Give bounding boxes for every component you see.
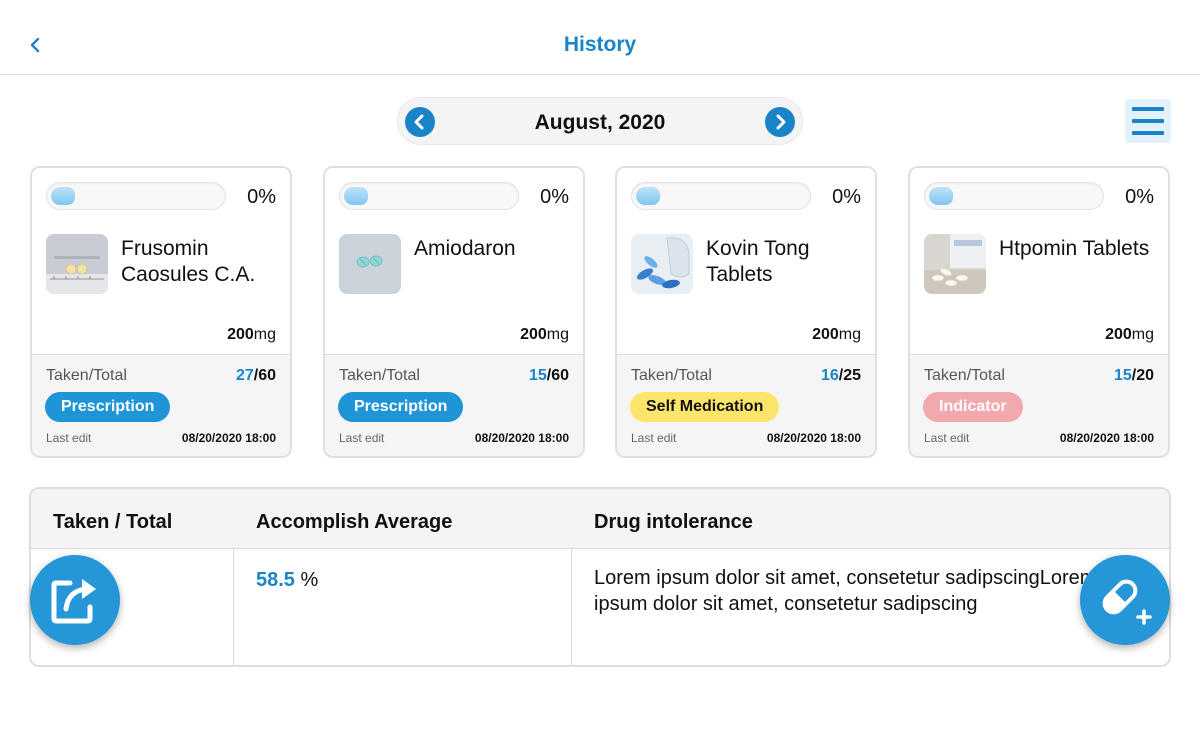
- last-edit-label: Last edit: [924, 431, 970, 445]
- taken-total-label: Taken/Total: [339, 367, 420, 384]
- next-month-button[interactable]: [765, 107, 795, 137]
- month-selector: August, 2020: [397, 97, 803, 145]
- progress-bar: [631, 182, 811, 210]
- card-bottom: Taken/Total 15/60 Prescription Last edit…: [325, 354, 583, 456]
- last-edit-value: 08/20/2020 18:00: [474, 431, 569, 445]
- header-taken-total: Taken / Total: [53, 511, 173, 533]
- last-edit-value: 08/20/2020 18:00: [1059, 431, 1154, 445]
- medication-image: [339, 234, 401, 294]
- medication-name: Frusomin Caosules C.A.: [121, 237, 256, 286]
- prev-month-button[interactable]: [405, 107, 435, 137]
- taken-total-value: 27/60: [235, 367, 276, 384]
- progress-fill: [51, 187, 75, 205]
- summary-header: Taken / Total Accomplish Average Drug in…: [31, 489, 1169, 549]
- hamburger-menu-icon: [1132, 131, 1164, 135]
- page-title: History: [563, 33, 637, 56]
- add-medication-button[interactable]: [1080, 555, 1170, 645]
- app-header: History: [0, 0, 1200, 75]
- back-button[interactable]: [24, 30, 46, 60]
- hamburger-menu-icon: [1132, 107, 1164, 111]
- taken-total-value: 15/60: [528, 367, 569, 384]
- medication-image: [46, 234, 108, 294]
- progress-fill: [636, 187, 660, 205]
- accomplish-average-value: 58.5 %: [256, 569, 319, 591]
- medication-card[interactable]: 0% Htpomin Tablets 200mg Taken/Total 15/…: [908, 166, 1170, 458]
- add-medication-icon: [1102, 579, 1152, 625]
- progress-percent: 0%: [247, 186, 276, 208]
- summary-table: Taken / Total Accomplish Average Drug in…: [29, 487, 1171, 667]
- chevron-right-icon: [776, 114, 786, 130]
- header-drug-intolerance: Drug intolerance: [594, 511, 753, 533]
- type-badge[interactable]: Self Medication: [630, 392, 780, 422]
- medication-name: Amiodaron: [414, 237, 516, 260]
- card-bottom: Taken/Total 16/25 Self Medication Last e…: [617, 354, 875, 456]
- medication-name: Kovin Tong Tablets: [706, 237, 810, 286]
- menu-button[interactable]: [1125, 99, 1171, 143]
- dose: 200mg: [1105, 326, 1154, 343]
- type-badge[interactable]: Prescription: [338, 392, 464, 422]
- medication-image: [631, 234, 693, 294]
- type-badge[interactable]: Prescription: [45, 392, 171, 422]
- column-divider: [233, 549, 234, 665]
- progress-bar: [924, 182, 1104, 210]
- taken-total-label: Taken/Total: [631, 367, 712, 384]
- card-top: 0% Frusomin Caosules C.A. 200mg: [32, 168, 290, 354]
- last-edit-value: 08/20/2020 18:00: [766, 431, 861, 445]
- month-label: August, 2020: [534, 111, 666, 134]
- medication-image: [924, 234, 986, 294]
- drug-intolerance-text: Lorem ipsum dolor sit amet, consetetur s…: [594, 567, 1097, 615]
- progress-bar: [46, 182, 226, 210]
- progress-bar: [339, 182, 519, 210]
- progress-percent: 0%: [540, 186, 569, 208]
- progress-fill: [344, 187, 368, 205]
- last-edit-value: 08/20/2020 18:00: [181, 431, 276, 445]
- dose: 200mg: [227, 326, 276, 343]
- chevron-left-icon: [30, 37, 40, 53]
- taken-total-value: 16/25: [820, 367, 861, 384]
- progress-fill: [929, 187, 953, 205]
- type-badge[interactable]: Indicator: [923, 392, 1023, 422]
- progress-percent: 0%: [1125, 186, 1154, 208]
- medication-card[interactable]: 0% Kovin Tong Tablets 200mg Taken/Total …: [615, 166, 877, 458]
- taken-total-value: 15/20: [1113, 367, 1154, 384]
- last-edit-label: Last edit: [631, 431, 677, 445]
- share-button[interactable]: [30, 555, 120, 645]
- chevron-left-icon: [414, 114, 424, 130]
- medication-card[interactable]: 0% Frusomin Caosules C.A. 200mg Taken/To…: [30, 166, 292, 458]
- hamburger-menu-icon: [1132, 119, 1164, 123]
- dose: 200mg: [520, 326, 569, 343]
- taken-total-label: Taken/Total: [924, 367, 1005, 384]
- taken-total-label: Taken/Total: [46, 367, 127, 384]
- dose: 200mg: [812, 326, 861, 343]
- progress-percent: 0%: [832, 186, 861, 208]
- medication-card[interactable]: 0% Amiodaron 200mg Taken/Total 15/60 Pre…: [323, 166, 585, 458]
- card-top: 0% Htpomin Tablets 200mg: [910, 168, 1168, 354]
- medication-name: Htpomin Tablets: [999, 237, 1150, 260]
- last-edit-label: Last edit: [339, 431, 385, 445]
- card-bottom: Taken/Total 15/20 Indicator Last edit 08…: [910, 354, 1168, 456]
- card-top: 0% Amiodaron 200mg: [325, 168, 583, 354]
- card-top: 0% Kovin Tong Tablets 200mg: [617, 168, 875, 354]
- header-accomplish-average: Accomplish Average: [256, 511, 453, 533]
- column-divider: [571, 549, 572, 665]
- last-edit-label: Last edit: [46, 431, 92, 445]
- share-export-icon: [51, 579, 96, 624]
- card-bottom: Taken/Total 27/60 Prescription Last edit…: [32, 354, 290, 456]
